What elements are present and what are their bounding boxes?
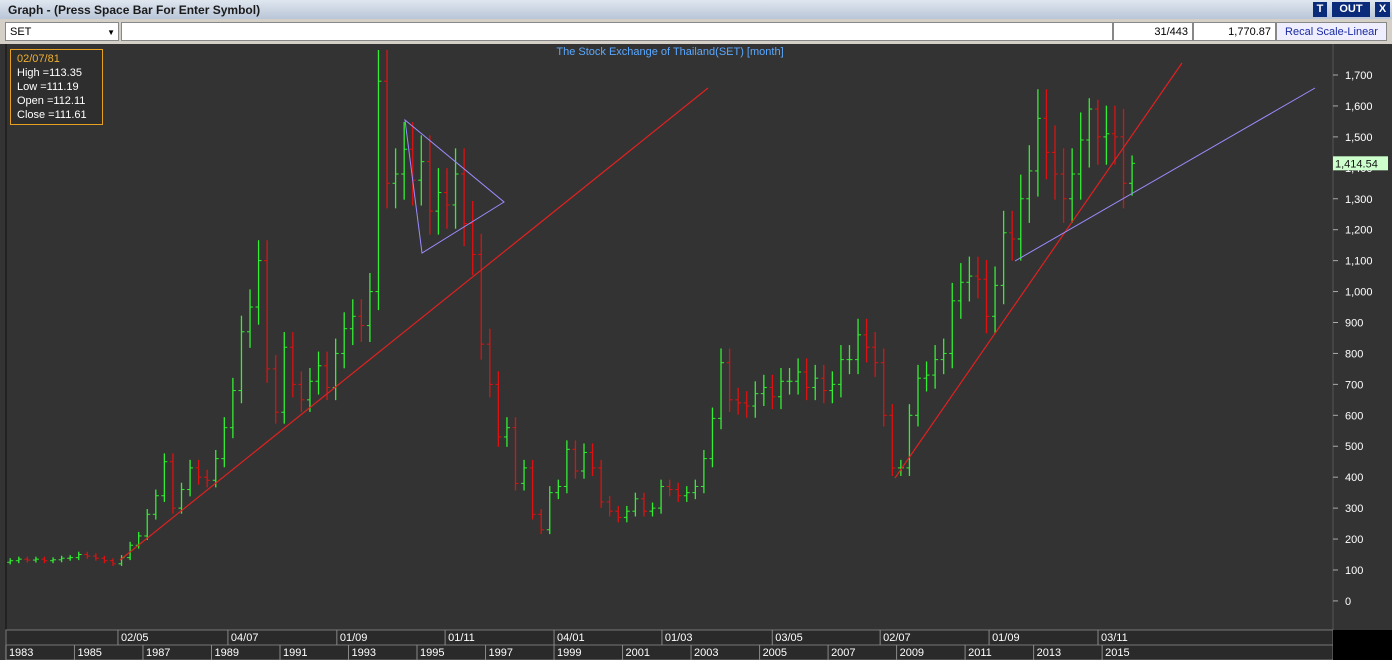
year-tick-label: 2015: [1105, 647, 1129, 659]
y-tick-label: 1,100: [1345, 256, 1373, 268]
y-tick-label: 200: [1345, 534, 1363, 546]
info-date: 02/07/81: [17, 53, 60, 65]
info-box: 02/07/81 High =113.35 Low =111.19 Open =…: [10, 49, 103, 125]
year-tick-label: 1993: [351, 647, 375, 659]
year-tick-label: 1983: [9, 647, 33, 659]
y-tick-label: 1,600: [1345, 101, 1373, 113]
y-tick-label: 1,500: [1345, 132, 1373, 144]
info-line: High =113.35: [17, 67, 82, 79]
year-tick-label: 1995: [420, 647, 444, 659]
trend-line: [894, 62, 1183, 479]
last-price-label: 1,414.54: [1335, 158, 1378, 170]
value-box: 1,770.87: [1193, 22, 1276, 41]
triangle-pattern: [404, 118, 505, 254]
y-tick-label: 1,200: [1345, 225, 1373, 237]
year-tick-label: 2005: [763, 647, 787, 659]
y-tick-label: 700: [1345, 379, 1363, 391]
chart: The Stock Exchange of Thailand(SET) [mon…: [0, 44, 1392, 660]
year-tick-label: 2013: [1037, 647, 1061, 659]
date-tick-label: 02/07: [883, 632, 911, 644]
date-tick-label: 02/05: [121, 632, 149, 644]
year-tick-label: 1999: [557, 647, 581, 659]
year-tick-label: 2001: [626, 647, 650, 659]
title-bar: Graph - (Press Space Bar For Enter Symbo…: [0, 0, 1392, 19]
last-price-box: [1333, 156, 1388, 171]
year-tick-label: 2011: [968, 647, 992, 659]
symbol-name-box: [121, 22, 1113, 41]
out-button[interactable]: OUT: [1332, 2, 1370, 17]
info-line: Low =111.19: [17, 81, 79, 93]
date-tick-label: 03/05: [775, 632, 803, 644]
date-tick-label: 01/09: [340, 632, 368, 644]
year-tick-label: 2009: [900, 647, 924, 659]
window-title: Graph - (Press Space Bar For Enter Symbo…: [8, 3, 261, 17]
y-tick-label: 0: [1345, 596, 1351, 608]
date-tick-label: 01/11: [448, 632, 475, 644]
date-tick-label: 01/03: [665, 632, 693, 644]
symbol-combo[interactable]: SET ▼: [5, 22, 119, 41]
symbol: SET: [10, 26, 32, 38]
y-tick-label: 500: [1345, 441, 1363, 453]
chart-title: The Stock Exchange of Thailand(SET) [mon…: [556, 46, 783, 58]
y-tick-label: 100: [1345, 565, 1363, 577]
y-tick-label: 300: [1345, 503, 1363, 515]
y-tick-label: 900: [1345, 317, 1363, 329]
close-button[interactable]: X: [1375, 2, 1390, 17]
y-tick-label: 800: [1345, 348, 1363, 360]
year-tick-label: 1991: [283, 647, 307, 659]
info-line: Close =111.61: [17, 109, 87, 121]
support-line: [1014, 87, 1316, 262]
corner: [1333, 630, 1392, 660]
recal-scale-button[interactable]: Recal Scale-Linear: [1276, 22, 1387, 41]
y-tick-label: 1,700: [1345, 70, 1373, 82]
date-tick-label: 04/07: [231, 632, 259, 644]
year-tick-label: 1985: [77, 647, 101, 659]
y-tick-label: 400: [1345, 472, 1363, 484]
date-tick-label: 04/01: [557, 632, 585, 644]
year-tick-label: 2003: [694, 647, 718, 659]
date-tick-label: 01/09: [992, 632, 1020, 644]
dropdown-arrow: ▼: [107, 28, 115, 37]
y-tick-label: 600: [1345, 410, 1363, 422]
chart-background: [0, 44, 1392, 660]
year-tick-label: 2007: [831, 647, 855, 659]
year-tick-label: 1989: [214, 647, 238, 659]
y-tick-label: 1,300: [1345, 194, 1373, 206]
trend-line: [119, 87, 709, 561]
position-box: 31/443: [1113, 22, 1193, 41]
t-button[interactable]: T: [1313, 2, 1327, 17]
year-tick-label: 1997: [489, 647, 513, 659]
info-line: Open =112.11: [17, 95, 86, 107]
y-tick-label: 1,000: [1345, 287, 1373, 299]
toolbar: SET ▼ 31/443 1,770.87 Recal Scale-Linear: [0, 19, 1392, 44]
date-tick-label: 03/11: [1101, 632, 1128, 644]
year-tick-label: 1987: [146, 647, 170, 659]
